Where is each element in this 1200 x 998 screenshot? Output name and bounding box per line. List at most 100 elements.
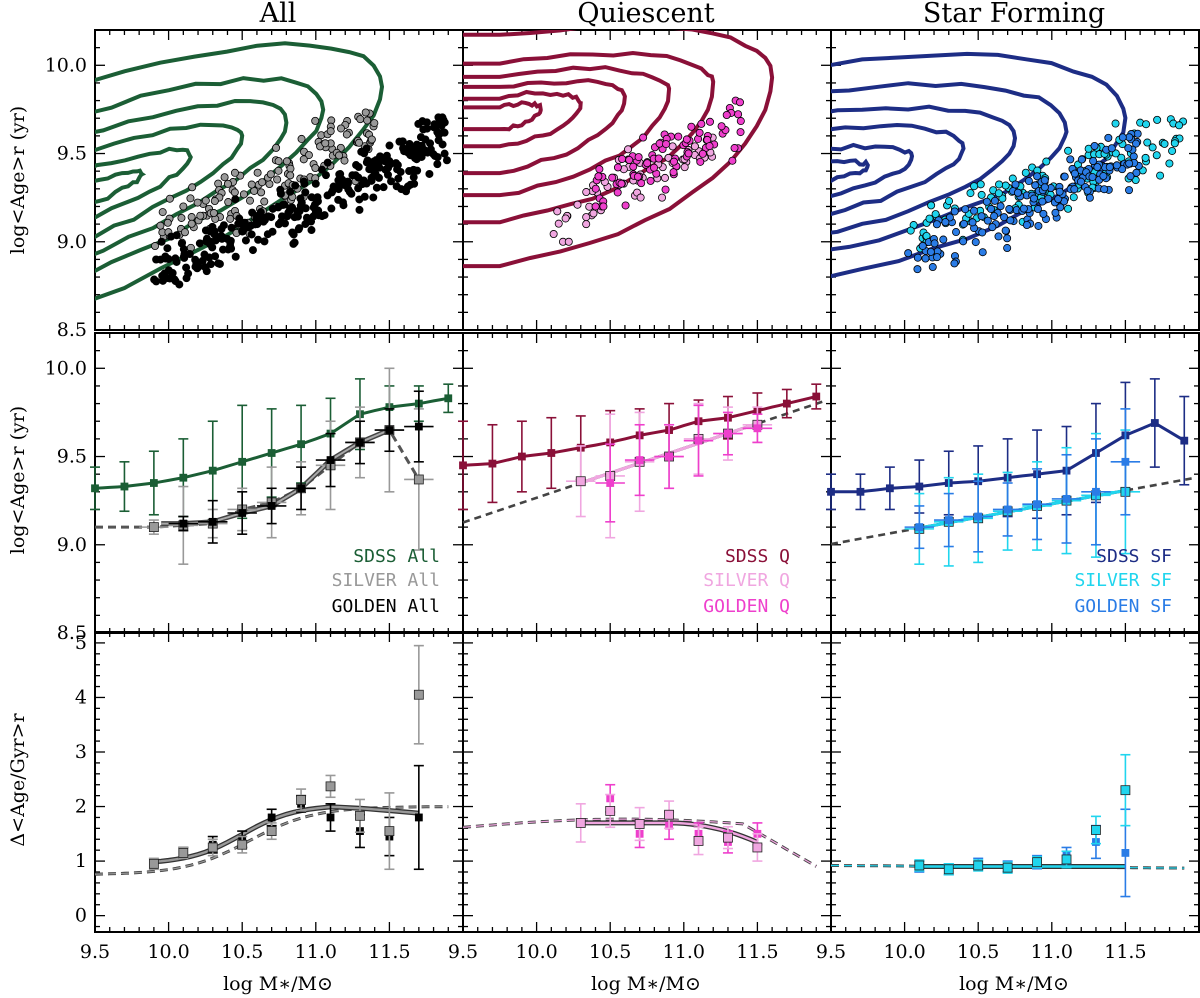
golden-point bbox=[433, 160, 442, 169]
golden-point bbox=[360, 149, 369, 158]
golden-point bbox=[1112, 161, 1121, 170]
silver-point bbox=[1148, 143, 1157, 152]
golden-point bbox=[327, 204, 336, 213]
golden-point bbox=[1029, 194, 1038, 203]
golden-point bbox=[986, 204, 995, 213]
silver-point bbox=[355, 138, 364, 147]
golden-point bbox=[928, 263, 937, 272]
golden-point bbox=[1000, 213, 1009, 222]
x-tick-label: 10.0 bbox=[883, 941, 925, 963]
golden-point bbox=[299, 177, 308, 186]
golden-point bbox=[1011, 180, 1020, 189]
data-point bbox=[459, 461, 467, 470]
errorbar-group-row3-sf bbox=[831, 753, 1185, 898]
legend-silver-all: SILVER All bbox=[332, 570, 440, 591]
silver-point bbox=[1001, 181, 1010, 190]
panel-frame bbox=[94, 631, 464, 933]
data-point bbox=[753, 424, 762, 433]
x-tick-label: 10.0 bbox=[147, 941, 189, 963]
golden-point bbox=[599, 202, 608, 211]
golden-point bbox=[440, 128, 449, 137]
golden-point bbox=[208, 243, 217, 252]
silver-point bbox=[680, 163, 689, 172]
y-tick-label: 10.0 bbox=[45, 54, 87, 76]
x-axis-labels: log M∗/M⊙ log M∗/M⊙ log M∗/M⊙ bbox=[223, 973, 1069, 995]
golden-point bbox=[1005, 205, 1014, 214]
silver-point bbox=[977, 190, 986, 199]
golden-point bbox=[1090, 141, 1099, 150]
golden-point bbox=[1060, 172, 1069, 181]
silver-point bbox=[363, 116, 372, 125]
data-point bbox=[885, 484, 894, 493]
silver-point bbox=[970, 182, 979, 191]
golden-point bbox=[932, 253, 941, 262]
golden-point bbox=[167, 232, 176, 241]
x-tick-label: 11.5 bbox=[736, 941, 778, 963]
golden-point bbox=[1070, 185, 1079, 194]
data-point bbox=[148, 858, 159, 869]
sdss-contour-q bbox=[463, 78, 627, 176]
golden-point bbox=[1088, 173, 1097, 182]
silver-point bbox=[1153, 115, 1162, 124]
column-title-star-forming: Star Forming bbox=[923, 0, 1105, 29]
silver-point bbox=[370, 119, 379, 128]
data-point bbox=[297, 440, 305, 449]
golden-point bbox=[1132, 139, 1141, 148]
silver-point bbox=[247, 180, 256, 189]
data-point bbox=[1032, 857, 1042, 868]
data-point bbox=[752, 842, 763, 853]
data-point bbox=[1180, 436, 1189, 445]
silver-point bbox=[1143, 138, 1152, 147]
golden-point bbox=[289, 230, 298, 239]
golden-point bbox=[926, 247, 935, 256]
golden-point bbox=[354, 184, 363, 193]
golden-point bbox=[1077, 155, 1086, 164]
golden-point bbox=[1132, 168, 1141, 177]
x-tick-label: 11.0 bbox=[1031, 941, 1073, 963]
silver-point bbox=[549, 230, 558, 239]
y-tick-label: 9.0 bbox=[57, 231, 87, 253]
golden-point bbox=[1099, 172, 1108, 181]
silver-point bbox=[340, 156, 349, 165]
silver-point bbox=[582, 188, 591, 197]
golden-point bbox=[1125, 159, 1134, 168]
golden-point bbox=[982, 197, 991, 206]
errorbar-group-row2-all bbox=[90, 367, 454, 565]
golden-point bbox=[231, 195, 240, 204]
silver-point bbox=[273, 175, 282, 184]
golden-point bbox=[276, 185, 285, 194]
row-y-labels: log<Age>r (yr) log<Age>r (yr) Δ<Age/Gyr>… bbox=[7, 106, 29, 847]
golden-point bbox=[950, 207, 959, 216]
legend-silver-q: SILVER Q bbox=[703, 570, 790, 591]
golden-point bbox=[1093, 163, 1102, 172]
golden-point bbox=[913, 253, 922, 262]
data-point bbox=[179, 473, 188, 482]
silver-point bbox=[274, 166, 283, 175]
data-point bbox=[856, 487, 865, 496]
y-tick-label: 9.5 bbox=[57, 143, 87, 165]
silver-trend-dashed bbox=[462, 400, 825, 524]
y-tick-label: 8.5 bbox=[57, 319, 87, 341]
silver-point bbox=[188, 183, 197, 192]
golden-point bbox=[254, 211, 263, 220]
silver-point bbox=[660, 173, 669, 182]
golden-point bbox=[238, 227, 247, 236]
golden-point bbox=[369, 193, 378, 202]
golden-point bbox=[354, 163, 363, 172]
data-point bbox=[605, 806, 616, 816]
silver-point bbox=[266, 170, 275, 179]
golden-point bbox=[179, 252, 188, 261]
golden-point bbox=[637, 179, 646, 188]
silver-point bbox=[179, 202, 188, 211]
legend-sdss-q: SDSS Q bbox=[725, 546, 790, 567]
silver-point bbox=[1142, 120, 1151, 129]
golden-point bbox=[1118, 165, 1127, 174]
x-tick-label: 9.5 bbox=[816, 941, 846, 963]
silver-point bbox=[156, 221, 165, 230]
data-point bbox=[266, 826, 277, 836]
silver-point bbox=[163, 218, 172, 227]
golden-point bbox=[217, 231, 226, 240]
golden-point bbox=[1055, 187, 1064, 196]
golden-point bbox=[227, 223, 236, 232]
golden-point bbox=[643, 159, 652, 168]
